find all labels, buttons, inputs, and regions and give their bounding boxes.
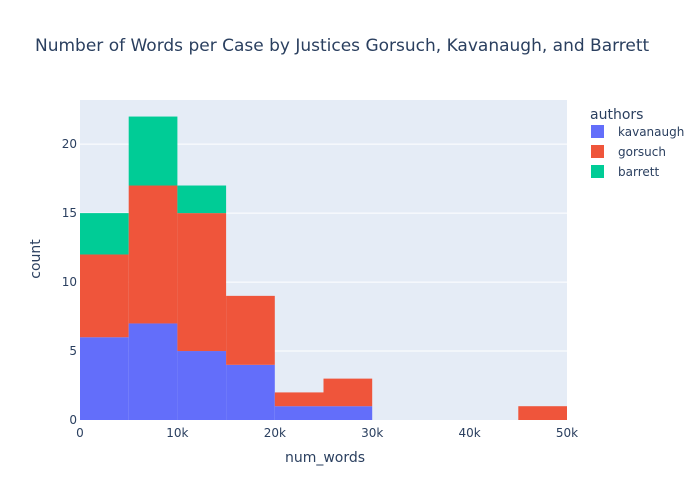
y-tick-label: 10 [62, 275, 77, 289]
x-axis-title: num_words [285, 450, 365, 466]
bar-gorsuch [177, 213, 227, 352]
legend-label-kavanaugh: kavanaugh [618, 125, 684, 139]
legend-label-barrett: barrett [618, 165, 659, 179]
bar-kavanaugh [274, 406, 324, 420]
y-axis-ticks: 0 5 10 15 20 [62, 137, 77, 427]
legend-swatch-gorsuch [591, 145, 604, 158]
x-tick-label: 10k [166, 426, 188, 440]
legend: authors kavanaugh gorsuch barrett [590, 107, 684, 179]
bar-kavanaugh [80, 337, 129, 420]
bar-gorsuch [226, 295, 275, 365]
bar-gorsuch [128, 185, 178, 324]
y-tick-label: 15 [62, 206, 77, 220]
x-tick-label: 20k [264, 426, 286, 440]
legend-swatch-barrett [591, 165, 604, 178]
x-axis-ticks: 0 10k 20k 30k 40k 50k [76, 426, 578, 440]
bar-gorsuch [518, 406, 567, 420]
bar-kavanaugh [177, 351, 227, 420]
y-tick-label: 20 [62, 137, 77, 151]
bars [80, 116, 567, 420]
y-tick-label: 5 [69, 344, 77, 358]
bar-kavanaugh [323, 406, 373, 420]
chart-title: Number of Words per Case by Justices Gor… [35, 36, 650, 56]
y-tick-label: 0 [69, 413, 77, 427]
x-tick-label: 0 [76, 426, 84, 440]
bar-barrett [80, 213, 129, 255]
y-axis-title: count [28, 239, 44, 279]
bar-barrett [128, 116, 178, 186]
bar-gorsuch [274, 392, 324, 407]
bar-gorsuch [80, 254, 129, 338]
bar-barrett [177, 185, 227, 214]
bar-kavanaugh [226, 364, 275, 420]
x-tick-label: 50k [556, 426, 578, 440]
legend-title: authors [590, 107, 643, 123]
x-tick-label: 40k [458, 426, 480, 440]
bar-kavanaugh [128, 323, 178, 420]
legend-label-gorsuch: gorsuch [618, 145, 666, 159]
bar-gorsuch [323, 378, 373, 407]
legend-swatch-kavanaugh [591, 125, 604, 138]
x-tick-label: 30k [361, 426, 383, 440]
